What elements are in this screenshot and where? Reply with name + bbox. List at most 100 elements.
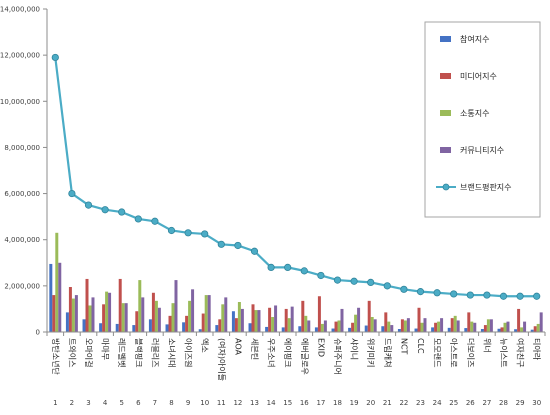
category-number: 14	[267, 399, 276, 407]
line-point	[450, 290, 458, 298]
bar	[314, 327, 318, 332]
bar	[254, 310, 258, 332]
bar	[58, 262, 62, 332]
bar	[251, 304, 255, 332]
line-point	[317, 271, 325, 280]
bar	[381, 326, 385, 332]
bar	[118, 278, 122, 332]
bar	[231, 311, 235, 332]
category-label: 소녀시대	[167, 338, 176, 367]
bar	[473, 322, 477, 332]
bar	[274, 305, 278, 332]
bar	[434, 322, 438, 332]
bar-series-group	[49, 232, 543, 332]
x-axis: 방탄소년단 1 트와이스 2 오마이걸 3 마마무 4 레드벨벳 5 블랙핑크 6 러블리즈 7 소녀시대 8…	[46, 331, 546, 407]
bar	[423, 318, 427, 332]
bar	[138, 280, 142, 332]
bar	[348, 327, 352, 332]
bar	[157, 307, 161, 332]
category-label: 러블리즈	[150, 338, 160, 367]
bar	[151, 292, 155, 332]
bar	[165, 324, 169, 332]
legend-label: 참여지수	[460, 34, 489, 44]
category-label: 엑소	[200, 338, 210, 353]
bar	[301, 300, 305, 332]
bar	[135, 311, 139, 332]
bar	[506, 321, 510, 332]
category-number: 19	[350, 399, 359, 407]
bar	[390, 325, 394, 332]
category-number: 4	[103, 399, 108, 407]
category-number: 10	[200, 399, 209, 407]
bar	[188, 300, 192, 332]
bar	[185, 315, 189, 332]
bar	[298, 326, 302, 332]
category-label: EXID	[316, 338, 325, 357]
bar	[497, 328, 501, 332]
category-number: 1	[53, 399, 57, 407]
category-label: 세븐틴	[250, 338, 260, 360]
category-label: 뉴이스트	[499, 338, 509, 367]
category-number: 23	[416, 399, 425, 407]
line-point	[101, 206, 109, 214]
bar	[191, 289, 195, 332]
bar	[539, 312, 543, 332]
category-number: 22	[399, 399, 408, 407]
bar	[414, 328, 418, 332]
bar	[221, 304, 225, 332]
category-number: 3	[86, 399, 90, 407]
category-number: 13	[250, 399, 259, 407]
bar	[105, 291, 109, 332]
line-point	[217, 240, 225, 248]
category-number: 28	[499, 399, 508, 407]
bar	[387, 321, 391, 332]
bar	[102, 304, 106, 332]
category-label: 에이핑크	[283, 338, 293, 367]
category-label: 마마무	[101, 338, 110, 360]
category-number: 7	[153, 399, 157, 407]
y-axis: 0 2,000,000 4,000,000 6,000,000 8,000,000 10,…	[0, 6, 48, 337]
bar	[453, 315, 457, 332]
line-point	[516, 292, 524, 300]
bar	[517, 308, 521, 332]
line-point	[68, 189, 76, 198]
category-label: AOA	[233, 338, 242, 355]
category-number: 15	[283, 399, 292, 407]
legend-label: 미디어지수	[460, 71, 497, 81]
bar	[207, 295, 211, 332]
bar	[420, 322, 424, 332]
line-point	[300, 267, 308, 275]
bar	[470, 321, 474, 332]
bar	[85, 278, 89, 332]
category-label: 오마이걸	[84, 338, 94, 367]
bar	[367, 300, 371, 332]
line-point	[400, 285, 408, 293]
y-tick-label: 6,000,000	[4, 190, 40, 198]
bar	[68, 287, 72, 332]
category-number: 26	[466, 399, 475, 407]
bar	[456, 320, 460, 332]
line-point	[51, 53, 59, 62]
bar	[351, 322, 355, 332]
line-point	[333, 276, 342, 284]
line-point	[234, 241, 242, 250]
line-point	[118, 208, 126, 216]
bar	[52, 295, 56, 332]
bar	[440, 318, 444, 332]
category-label: 에버글로우	[300, 338, 310, 375]
bar	[240, 308, 244, 332]
legend-label: 커뮤니티지수	[460, 145, 504, 155]
bar	[237, 302, 241, 332]
category-label: (여자)아이들	[217, 338, 227, 381]
y-tick-label: 8,000,000	[4, 144, 40, 152]
bar	[373, 319, 377, 332]
bar	[204, 295, 208, 332]
bar	[49, 263, 53, 332]
bar	[182, 322, 186, 332]
bar	[437, 321, 441, 332]
bar	[82, 319, 86, 332]
legend-swatch-marker	[442, 183, 450, 191]
line-point	[284, 263, 292, 271]
legend-swatch	[440, 110, 451, 116]
